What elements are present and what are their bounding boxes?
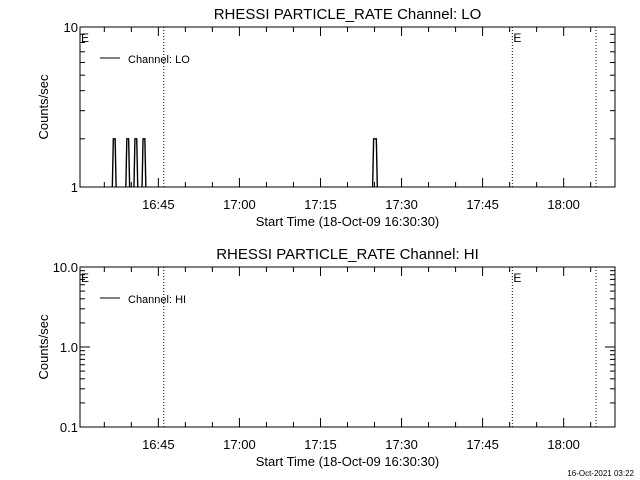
legend: Channel: HI xyxy=(100,294,186,306)
chart-title: RHESSI PARTICLE_RATE Channel: HI xyxy=(216,246,479,263)
event-marker-label: E xyxy=(513,271,521,285)
x-tick-label: 17:45 xyxy=(466,437,499,452)
x-tick-label: 16:45 xyxy=(142,437,175,452)
x-tick-label: 18:00 xyxy=(547,437,580,452)
data-spike xyxy=(133,138,139,188)
y-tick-label: 1.0 xyxy=(60,340,78,355)
x-tick-label: 16:45 xyxy=(142,197,175,212)
panel-lo: RHESSI PARTICLE_RATE Channel: LO Start Ti… xyxy=(36,6,616,229)
legend: Channel: LO xyxy=(100,54,190,66)
x-axis-label: Start Time (18-Oct-09 16:30:30) xyxy=(256,454,440,469)
y-tick-label: 10 xyxy=(64,20,78,35)
y-tick-label: 1 xyxy=(71,180,78,195)
x-tick-label: 17:30 xyxy=(385,197,418,212)
legend-label: Channel: LO xyxy=(128,54,190,66)
event-marker-label: E xyxy=(81,271,89,285)
x-tick-label: 17:30 xyxy=(385,437,418,452)
y-tick-label: 10.0 xyxy=(53,260,78,275)
x-tick-label: 18:00 xyxy=(547,197,580,212)
x-axis-label: Start Time (18-Oct-09 16:30:30) xyxy=(256,214,440,229)
x-tick-label: 17:15 xyxy=(304,437,337,452)
x-tick-label: 17:00 xyxy=(223,197,256,212)
y-axis-label: Counts/sec xyxy=(36,74,51,140)
y-axis-label: Counts/sec xyxy=(36,314,51,380)
panel-hi: RHESSI PARTICLE_RATE Channel: HI Start Ti… xyxy=(36,246,616,469)
chart-title: RHESSI PARTICLE_RATE Channel: LO xyxy=(214,6,482,23)
data-spike xyxy=(141,138,147,188)
x-tick-label: 17:00 xyxy=(223,437,256,452)
legend-label: Channel: HI xyxy=(128,294,186,306)
plot-frame xyxy=(79,266,616,428)
x-tick-label: 17:45 xyxy=(466,197,499,212)
event-marker-label: E xyxy=(81,31,89,45)
plot-frame xyxy=(79,26,616,188)
data-spike xyxy=(125,138,131,188)
x-tick-label: 17:15 xyxy=(304,197,337,212)
data-spike xyxy=(111,138,117,188)
y-tick-label: 0.1 xyxy=(60,420,78,435)
data-spike xyxy=(371,138,379,188)
event-marker-label: E xyxy=(513,31,521,45)
date-stamp: 16-Oct-2021 03:22 xyxy=(567,469,634,478)
